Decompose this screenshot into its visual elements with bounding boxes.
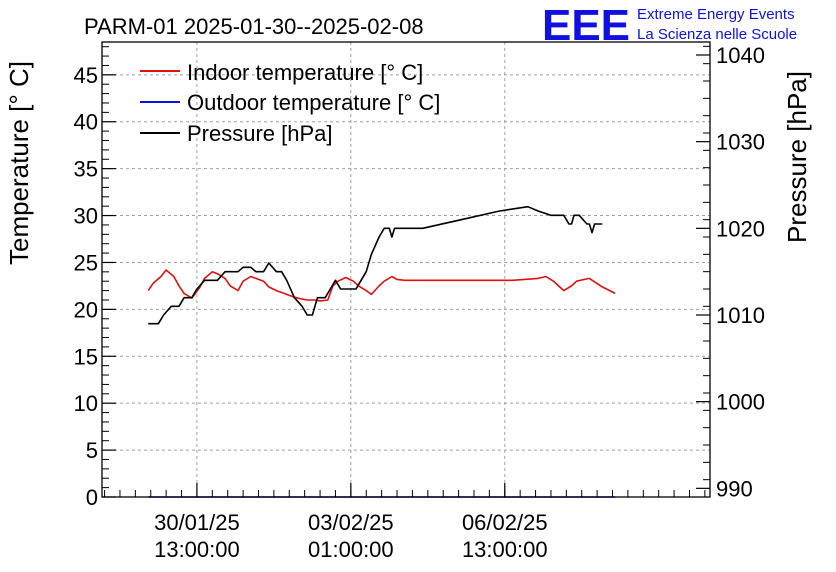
x-tick-label-time: 13:00:00 [154,537,240,562]
y-left-tick-label: 25 [74,250,98,275]
brand-line-2: La Scienza nelle Scuole [637,26,797,43]
y-right-tick-label: 1020 [716,216,765,241]
y-left-tick-label: 30 [74,204,98,229]
chart-title: PARM-01 2025-01-30--2025-02-08 [84,14,424,39]
x-tick-label-date: 30/01/25 [154,510,240,535]
y-right-tick-label: 1010 [716,303,765,328]
y-left-tick-label: 0 [86,485,98,510]
y-left-tick-label: 5 [86,438,98,463]
y-left-tick-label: 15 [74,344,98,369]
y-right-tick-label: 1030 [716,130,765,155]
brand-line-1: Extreme Energy Events [637,6,795,23]
legend-label-pressure: Pressure [hPa] [187,121,333,146]
y-left-tick-label: 35 [74,157,98,182]
grid-layer [102,42,710,497]
y-right-tick-label: 1040 [716,43,765,68]
y-left-tick-label: 45 [74,63,98,88]
series-line-2 [148,205,603,325]
y-axis-right-label: Pressure [hPa] [782,71,812,243]
y-left-tick-label: 40 [74,110,98,135]
y-right-tick-label: 990 [716,476,753,501]
legend-label-indoor: Indoor temperature [° C] [187,60,423,85]
legend: Indoor temperature [° C] Outdoor tempera… [140,60,440,146]
legend-label-outdoor: Outdoor temperature [° C] [187,90,440,115]
axis-layer: 0 5 10 15 20 25 30 35 40 45 990 1000 1010 1020 1030 104… [74,41,765,562]
series-line-0 [147,269,616,302]
y-left-tick-label: 20 [74,297,98,322]
x-tick-label-date: 06/02/25 [462,510,548,535]
plot-frame [101,41,711,498]
x-tick-label-date: 03/02/25 [308,510,394,535]
y-left-tick-label: 10 [74,391,98,416]
x-tick-label-time: 13:00:00 [462,537,548,562]
y-axis-left-label: Temperature [° C] [4,61,34,265]
y-right-tick-label: 1000 [716,390,765,415]
x-tick-label-time: 01:00:00 [308,537,394,562]
